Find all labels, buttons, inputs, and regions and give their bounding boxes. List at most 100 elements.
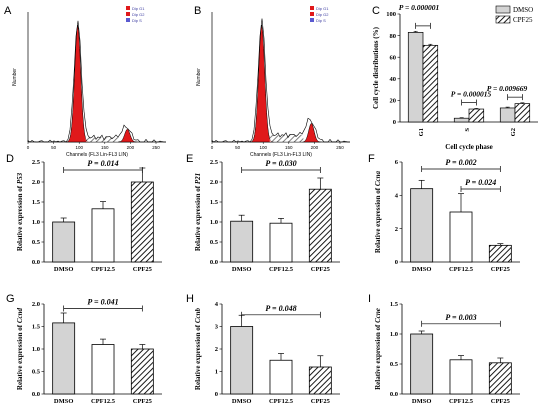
x-tick-label: DMSO xyxy=(232,398,252,405)
y-tick-label: 2.5 xyxy=(210,159,219,166)
y-axis-label-gene: Ccne xyxy=(374,308,382,323)
chart-panel-e: E 0.0 0.5 1.0 1.5 2.0 2.5 DMSO CPF12.5 CPF25 Relat… xyxy=(186,153,340,273)
y-tick-label: 60 xyxy=(390,54,397,61)
x-tick-label: CPF25 xyxy=(311,266,331,273)
x-tick-label: CPF12.5 xyxy=(449,398,474,405)
g1-peak xyxy=(65,24,90,143)
y-tick-label: 2 xyxy=(215,346,218,353)
y-tick-label: 0 xyxy=(395,259,398,266)
legend-label: Dip G1 xyxy=(316,6,329,11)
y-tick-label: 2.0 xyxy=(210,179,218,186)
bar-cpf12-5 xyxy=(91,344,115,395)
chart-panel-g: G 0.0 0.5 1.0 1.5 2.0 DMSO CPF12.5 CPF25 Relative… xyxy=(6,293,162,405)
y-tick-label: 1.5 xyxy=(210,199,219,206)
y-tick-label: 0.0 xyxy=(210,259,218,266)
y-tick-label: 2.0 xyxy=(32,301,40,308)
y-axis-label: Relative expression of Ccnb xyxy=(194,307,202,390)
p-value-label: P = 0.000001 xyxy=(399,3,439,12)
y-tick-label: 1 xyxy=(215,369,218,376)
x-tick-label: CPF12.5 xyxy=(449,266,474,273)
legend-swatch xyxy=(126,18,130,22)
y-axis-label: Number xyxy=(12,68,18,86)
x-tick-label: S xyxy=(464,128,471,132)
bar-cpf25-s xyxy=(468,108,485,123)
panel-letter: E xyxy=(186,153,193,165)
y-tick-label: 0 xyxy=(215,391,218,398)
x-tick-label: 50 xyxy=(235,145,241,150)
x-tick-label: DMSO xyxy=(232,266,252,273)
y-tick-label: 0.0 xyxy=(32,391,40,398)
bar-cpf25 xyxy=(130,181,154,263)
y-tick-label: 1.0 xyxy=(32,219,40,226)
chart-panel-c: C 0 20 40 60 80 100 G1 P = 0.000001 S P = 0.000015… xyxy=(372,3,538,151)
bar-dmso-s xyxy=(453,117,470,123)
bar-cpf12-5 xyxy=(449,211,473,263)
p-value-label: P = 0.048 xyxy=(265,304,296,313)
y-tick-label: 100 xyxy=(386,11,396,18)
legend-swatch xyxy=(495,15,511,24)
y-tick-label: 3 xyxy=(215,324,219,331)
histogram-outline xyxy=(211,18,350,143)
bar-cpf25 xyxy=(488,244,512,263)
y-tick-label: 1.5 xyxy=(32,199,41,206)
p-value-label: P = 0.002 xyxy=(445,158,476,167)
s-phase-region xyxy=(85,137,120,142)
legend-swatch xyxy=(495,5,511,14)
x-tick-label: 0 xyxy=(211,145,214,150)
x-tick-label: CPF12.5 xyxy=(91,398,116,405)
y-tick-label: 80 xyxy=(390,33,397,40)
bar-dmso-g1 xyxy=(407,32,424,123)
bar-dmso xyxy=(52,322,76,395)
legend-swatch xyxy=(310,12,314,16)
bar-cpf25 xyxy=(308,188,332,263)
x-tick-label: 200 xyxy=(127,145,135,150)
bar-dmso xyxy=(230,220,254,263)
y-tick-label: 0.0 xyxy=(390,391,398,398)
g2-peak xyxy=(302,122,321,143)
bar-cpf12-5 xyxy=(91,208,115,263)
bar-dmso-g2 xyxy=(499,107,516,123)
y-axis-label: Relative expression of Ccnd xyxy=(16,307,24,390)
y-tick-label: 1.5 xyxy=(32,324,41,331)
s-phase-region xyxy=(269,134,304,142)
legend-swatch xyxy=(310,18,314,22)
y-axis-label-prefix: Relative expression of xyxy=(16,323,24,390)
y-axis-label-gene: Ccna xyxy=(374,170,382,186)
y-axis-label-prefix: Relative expression of xyxy=(194,184,202,251)
p-value-label: P = 0.024 xyxy=(465,178,496,187)
x-tick-label: CPF12.5 xyxy=(269,398,294,405)
y-axis-label: Cell cycle distributions (%) xyxy=(372,26,380,109)
bar-cpf25-g1 xyxy=(422,44,439,123)
x-axis-label: Channels (FL3 Lin-FL3 LIN) xyxy=(250,152,312,158)
p-value-label: P = 0.003 xyxy=(445,313,476,322)
legend-label: Dip G2 xyxy=(316,12,329,17)
bar-dmso xyxy=(230,326,254,395)
legend-label: DMSO xyxy=(513,6,533,14)
panel-letter: G xyxy=(6,293,15,305)
x-tick-label: CPF12.5 xyxy=(269,266,294,273)
y-axis-label-prefix: Relative expression of xyxy=(194,323,202,390)
y-tick-label: 1.0 xyxy=(32,346,40,353)
p-value-label: P = 0.041 xyxy=(87,298,118,307)
x-tick-label: CPF12.5 xyxy=(91,266,116,273)
chart-panel-i: I 0.0 0.5 1.0 1.5 DMSO CPF12.5 CPF25 Relative ex… xyxy=(368,293,520,405)
p-value-label: P = 0.000015 xyxy=(451,90,492,99)
y-axis-label-gene: Ccnd xyxy=(16,307,24,323)
bar-cpf25 xyxy=(308,366,332,395)
x-tick-label: 100 xyxy=(75,145,83,150)
g2-peak xyxy=(118,128,137,143)
legend-label: Dip S xyxy=(316,18,326,23)
x-tick-label: 0 xyxy=(27,145,30,150)
x-tick-label: CPF25 xyxy=(491,266,511,273)
x-tick-label: 250 xyxy=(336,145,344,150)
panel-letter: H xyxy=(186,293,194,305)
panel-letter: I xyxy=(368,293,371,305)
histogram-outline xyxy=(27,20,166,143)
y-tick-label: 1.5 xyxy=(390,301,399,308)
x-tick-label: CPF25 xyxy=(311,398,331,405)
legend-label: Dip S xyxy=(132,18,142,23)
y-tick-label: 0.5 xyxy=(32,369,41,376)
x-axis-label: Channels (FL3 Lin-FL3 LIN) xyxy=(66,152,128,158)
x-tick-label: 250 xyxy=(152,145,160,150)
